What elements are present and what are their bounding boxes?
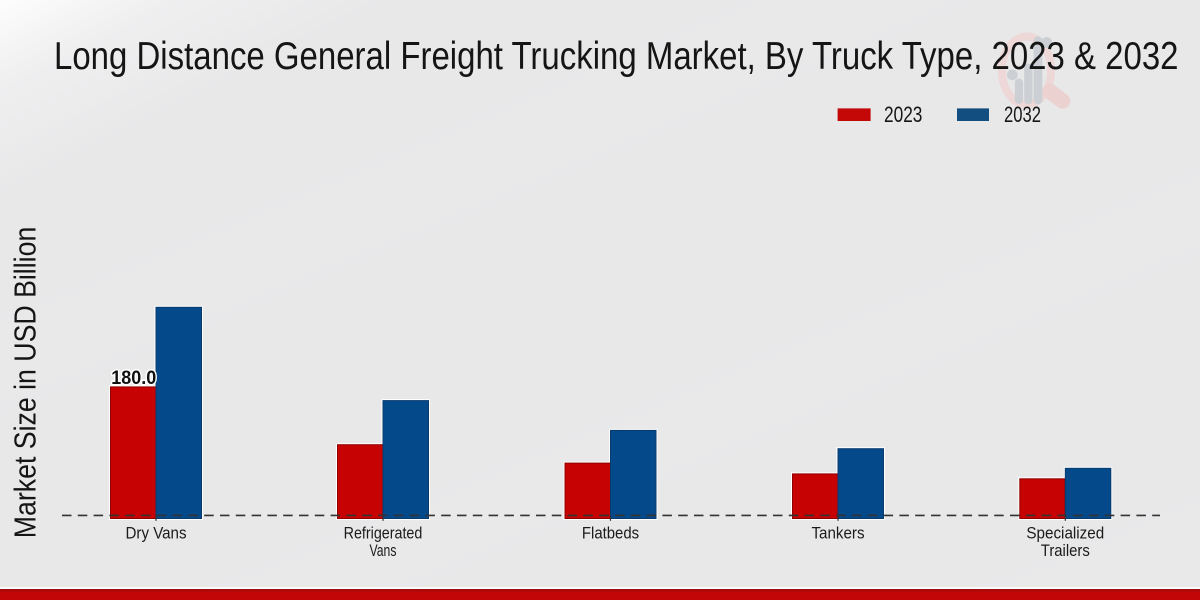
svg-text:Market Size in USD Billion: Market Size in USD Billion bbox=[8, 227, 43, 539]
svg-text:180.0: 180.0 bbox=[111, 367, 156, 389]
svg-text:Vans: Vans bbox=[370, 542, 397, 560]
svg-text:Long Distance General Freight: Long Distance General Freight Trucking M… bbox=[54, 35, 1179, 78]
svg-text:Tankers: Tankers bbox=[811, 525, 864, 543]
svg-text:2032: 2032 bbox=[1004, 102, 1041, 127]
svg-text:2023: 2023 bbox=[884, 102, 922, 127]
svg-text:Specialized: Specialized bbox=[1026, 525, 1104, 543]
svg-text:Refrigerated: Refrigerated bbox=[344, 525, 423, 543]
svg-text:Trailers: Trailers bbox=[1041, 542, 1090, 560]
svg-text:Dry Vans: Dry Vans bbox=[126, 525, 187, 543]
svg-text:Flatbeds: Flatbeds bbox=[582, 525, 639, 543]
